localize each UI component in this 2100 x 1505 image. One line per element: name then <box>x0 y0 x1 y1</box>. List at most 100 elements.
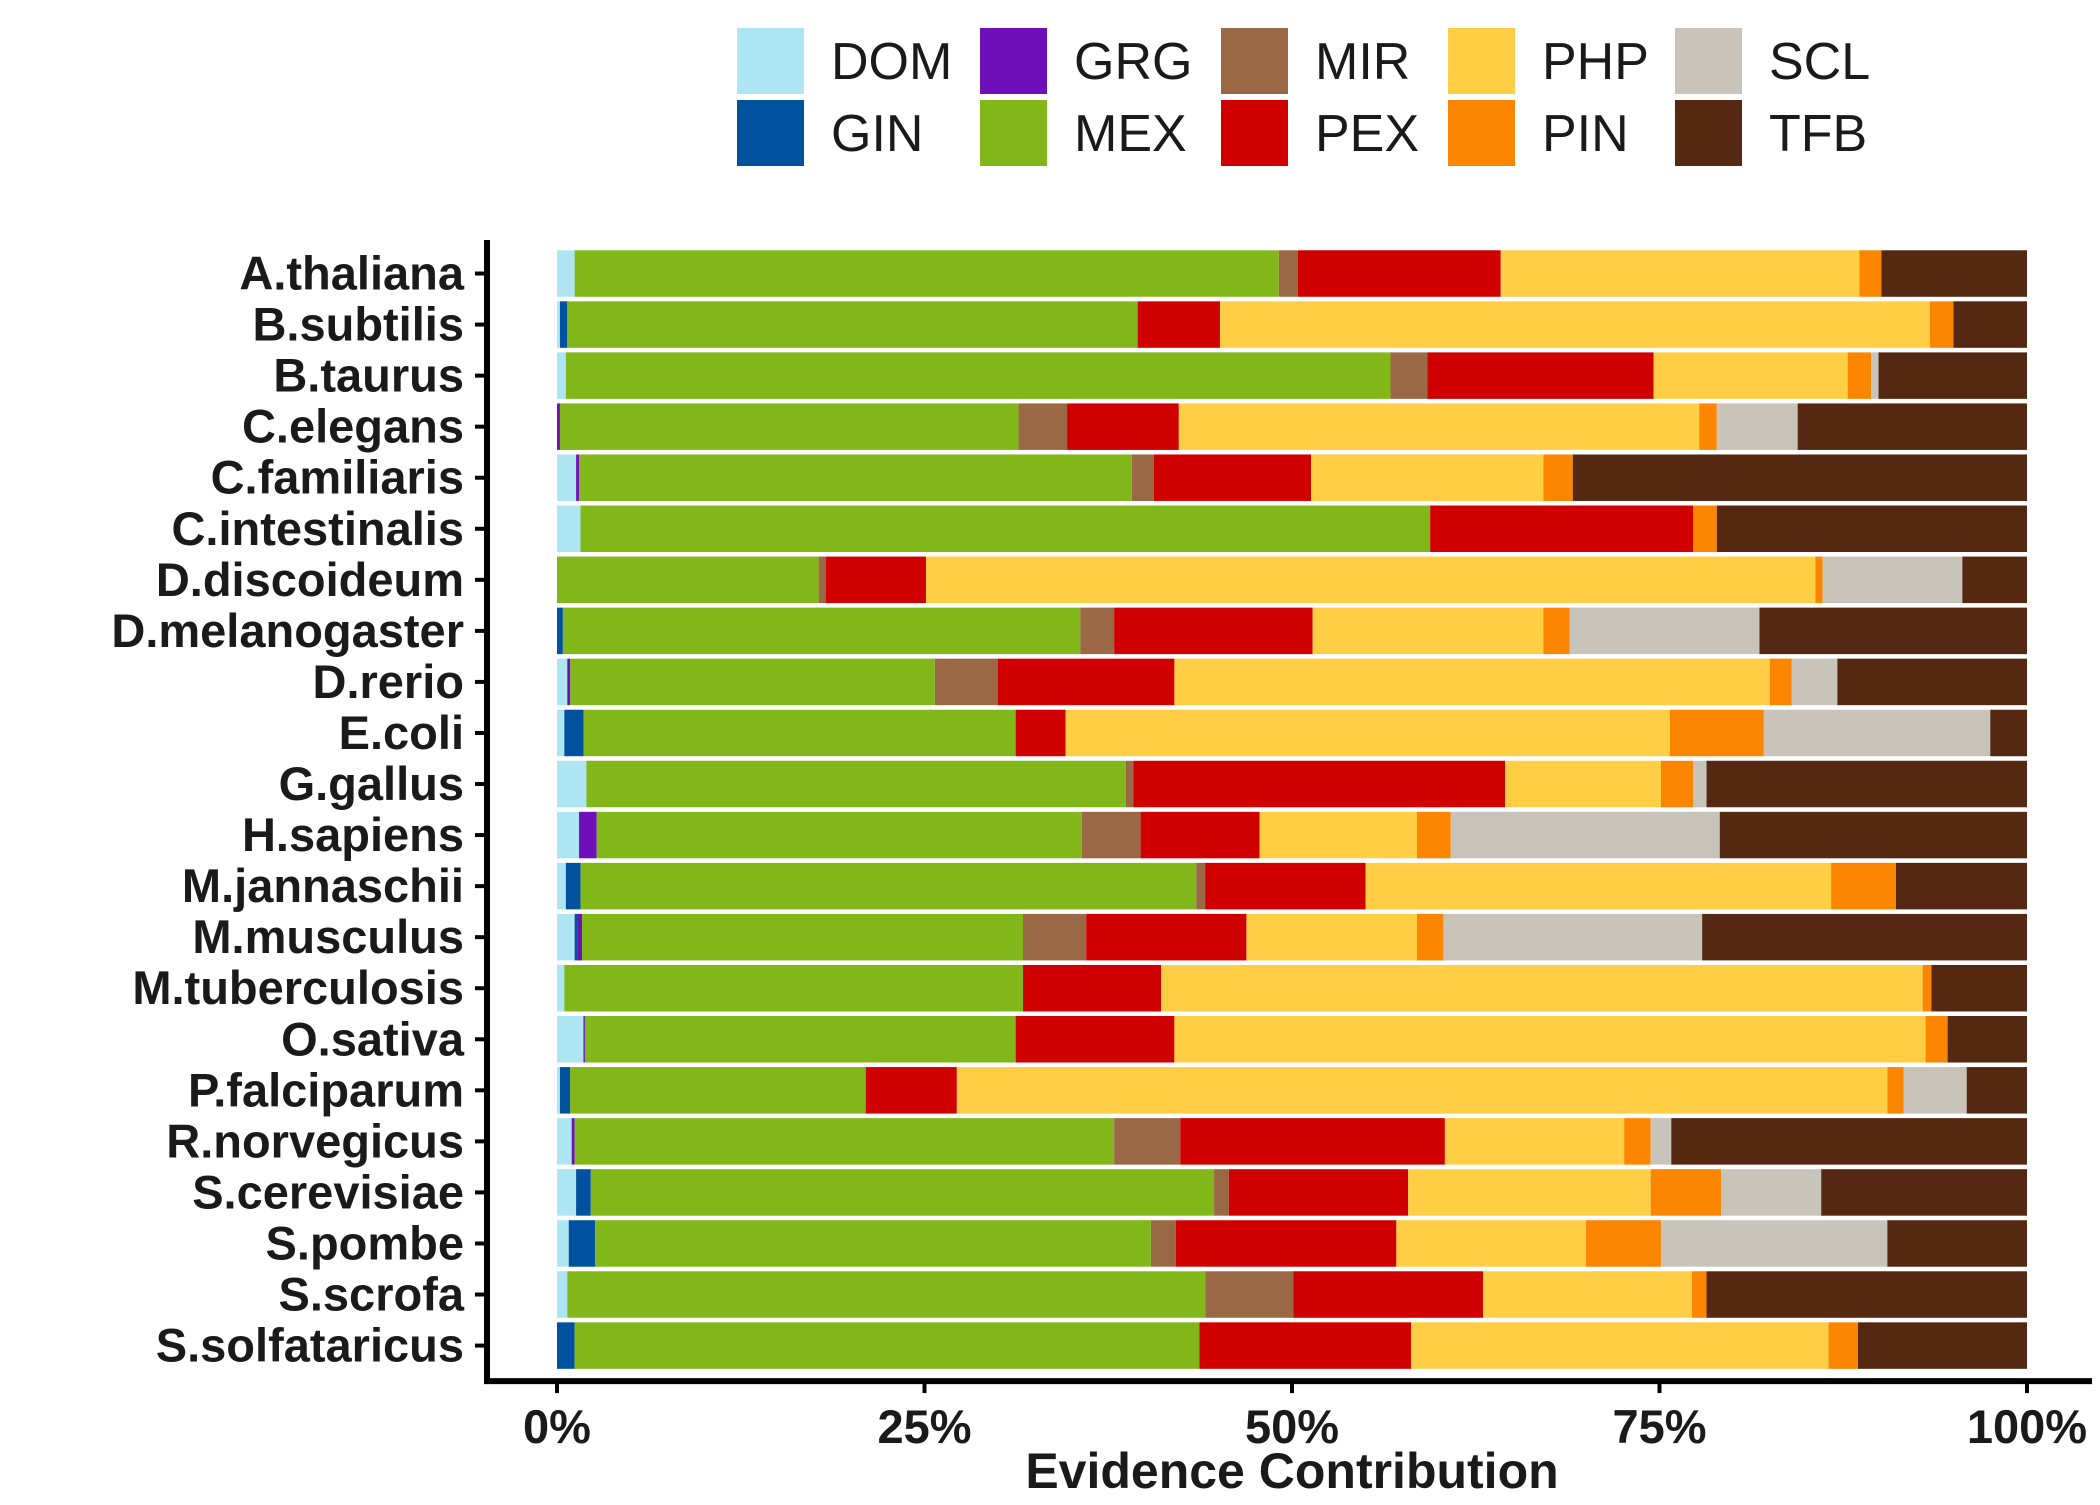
bar-segment-c-familiaris-pin <box>1543 454 1573 501</box>
bar-segment-e-coli-dom <box>557 709 565 757</box>
bar-segment-s-pombe-scl <box>1660 1220 1888 1267</box>
bar-segment-s-pombe-pin <box>1586 1220 1661 1267</box>
bar-segment-c-familiaris-dom <box>557 454 577 501</box>
bar-segment-d-melanogaster-gin <box>557 607 563 655</box>
bar-segment-s-solfataricus-gin <box>557 1322 575 1369</box>
bar-segment-e-coli-pin <box>1669 709 1764 757</box>
bar-segment-o-sativa-dom <box>557 1016 584 1063</box>
bars <box>557 250 2027 1369</box>
bar-segment-d-rerio-pin <box>1769 658 1792 706</box>
bar-segment-h-sapiens-pin <box>1416 811 1451 859</box>
bar-segment-o-sativa-pex <box>1015 1016 1175 1063</box>
bar-segment-s-cerevisiae-pin <box>1650 1169 1722 1216</box>
bar-segment-m-musculus-pex <box>1086 913 1247 961</box>
bar-segment-m-jannaschii-dom <box>557 862 566 910</box>
bar-segment-h-sapiens-tfb <box>1719 811 2027 859</box>
bar-segment-r-norvegicus-pex <box>1180 1118 1445 1165</box>
legend-swatch-pin <box>1448 100 1515 166</box>
bar-segment-s-pombe-dom <box>557 1220 569 1267</box>
y-tick-label-h-sapiens: H.sapiens <box>242 808 464 861</box>
bar-segment-m-tuberculosis-dom <box>557 964 565 1012</box>
bar-segment-m-jannaschii-gin <box>565 862 581 910</box>
bar-segment-b-taurus-php <box>1653 352 1848 399</box>
legend-swatch-mex <box>980 100 1047 166</box>
bar-segment-m-jannaschii-mir <box>1196 862 1206 910</box>
x-tick-label-100: 100% <box>1967 1400 2087 1453</box>
bar-segment-c-familiaris-php <box>1311 454 1544 501</box>
bar-segment-b-taurus-mir <box>1390 352 1428 399</box>
bar-segment-a-thaliana-php <box>1500 250 1860 297</box>
legend-swatch-dom <box>737 28 804 94</box>
bar-segment-s-cerevisiae-dom <box>557 1169 577 1216</box>
bar-segment-p-falciparum-pex <box>865 1067 957 1114</box>
bar-segment-d-rerio-mex <box>570 658 935 706</box>
legend-label-grg: GRG <box>1074 33 1192 91</box>
legend-label-dom: DOM <box>831 33 952 91</box>
bar-segment-g-gallus-mex <box>586 760 1126 808</box>
bar-segment-s-pombe-tfb <box>1887 1220 2027 1267</box>
bar-segment-m-jannaschii-pin <box>1831 862 1896 910</box>
bar-segment-m-musculus-gin <box>574 913 578 961</box>
bar-segment-d-melanogaster-mir <box>1080 607 1115 655</box>
bar-segment-c-elegans-php <box>1178 403 1700 450</box>
bar-segment-c-intestinalis-mex <box>580 505 1431 553</box>
bar-segment-c-elegans-grg <box>557 403 560 450</box>
legend-label-php: PHP <box>1542 33 1649 91</box>
bar-segment-g-gallus-php <box>1505 760 1661 808</box>
bar-segment-r-norvegicus-dom <box>557 1118 572 1165</box>
y-tick-label-c-intestinalis: C.intestinalis <box>171 502 464 555</box>
bar-segment-s-pombe-pex <box>1175 1220 1397 1267</box>
bar-segment-s-scrofa-tfb <box>1706 1271 2027 1318</box>
bar-segment-d-discoideum-mir <box>818 556 827 604</box>
bar-segment-d-rerio-scl <box>1791 658 1838 706</box>
bar-segment-a-thaliana-dom <box>557 250 575 297</box>
bar-segment-b-subtilis-php <box>1219 301 1930 348</box>
bar-segment-b-subtilis-gin <box>559 301 568 348</box>
bar-segment-m-tuberculosis-pex <box>1022 964 1162 1012</box>
y-tick-label-d-discoideum: D.discoideum <box>156 553 464 606</box>
bar-segment-c-elegans-pin <box>1699 403 1717 450</box>
bar-segment-b-taurus-scl <box>1871 352 1879 399</box>
y-axis: A.thalianaB.subtilisB.taurusC.elegansC.f… <box>111 240 490 1384</box>
bar-segment-h-sapiens-mex <box>596 811 1082 859</box>
bar-segment-p-falciparum-scl <box>1903 1067 1967 1114</box>
bar-segment-m-musculus-php <box>1246 913 1417 961</box>
bar-segment-s-cerevisiae-tfb <box>1821 1169 2027 1216</box>
bar-segment-m-musculus-tfb <box>1702 913 2027 961</box>
bar-segment-h-sapiens-scl <box>1450 811 1720 859</box>
bar-segment-d-melanogaster-pin <box>1543 607 1570 655</box>
bar-segment-c-familiaris-mex <box>579 454 1132 501</box>
bar-segment-r-norvegicus-php <box>1444 1118 1625 1165</box>
bar-segment-h-sapiens-grg <box>579 811 597 859</box>
y-tick-label-g-gallus: G.gallus <box>279 757 464 810</box>
bar-segment-m-musculus-pin <box>1416 913 1444 961</box>
x-tick-label-75: 75% <box>1612 1400 1706 1453</box>
bar-segment-r-norvegicus-grg <box>571 1118 575 1165</box>
bar-segment-m-jannaschii-php <box>1365 862 1832 910</box>
legend-swatch-gin <box>737 100 804 166</box>
y-tick-label-c-elegans: C.elegans <box>242 400 464 453</box>
bar-segment-d-melanogaster-scl <box>1569 607 1760 655</box>
bar-segment-d-rerio-pex <box>998 658 1175 706</box>
bar-segment-p-falciparum-mex <box>570 1067 866 1114</box>
bar-segment-o-sativa-pin <box>1925 1016 1948 1063</box>
bar-segment-o-sativa-grg <box>583 1016 585 1063</box>
bar-segment-m-musculus-dom <box>557 913 575 961</box>
bar-segment-o-sativa-php <box>1174 1016 1926 1063</box>
bar-segment-b-subtilis-tfb <box>1953 301 2027 348</box>
bar-segment-c-elegans-tfb <box>1797 403 2027 450</box>
bar-segment-g-gallus-scl <box>1693 760 1707 808</box>
y-tick-label-s-cerevisiae: S.cerevisiae <box>192 1165 464 1218</box>
bar-segment-s-scrofa-pex <box>1293 1271 1484 1318</box>
bar-segment-s-scrofa-dom <box>557 1271 568 1318</box>
bar-segment-d-discoideum-tfb <box>1962 556 2027 604</box>
x-axis: 0% 25% 50% 75% 100% <box>484 1378 2092 1453</box>
bar-segment-e-coli-scl <box>1763 709 1991 757</box>
y-tick-label-e-coli: E.coli <box>339 706 464 759</box>
bar-segment-s-cerevisiae-scl <box>1721 1169 1822 1216</box>
y-tick-label-d-rerio: D.rerio <box>313 655 465 708</box>
bar-segment-d-rerio-dom <box>557 658 568 706</box>
bar-segment-s-cerevisiae-mex <box>590 1169 1215 1216</box>
bar-segment-b-taurus-dom <box>557 352 566 399</box>
